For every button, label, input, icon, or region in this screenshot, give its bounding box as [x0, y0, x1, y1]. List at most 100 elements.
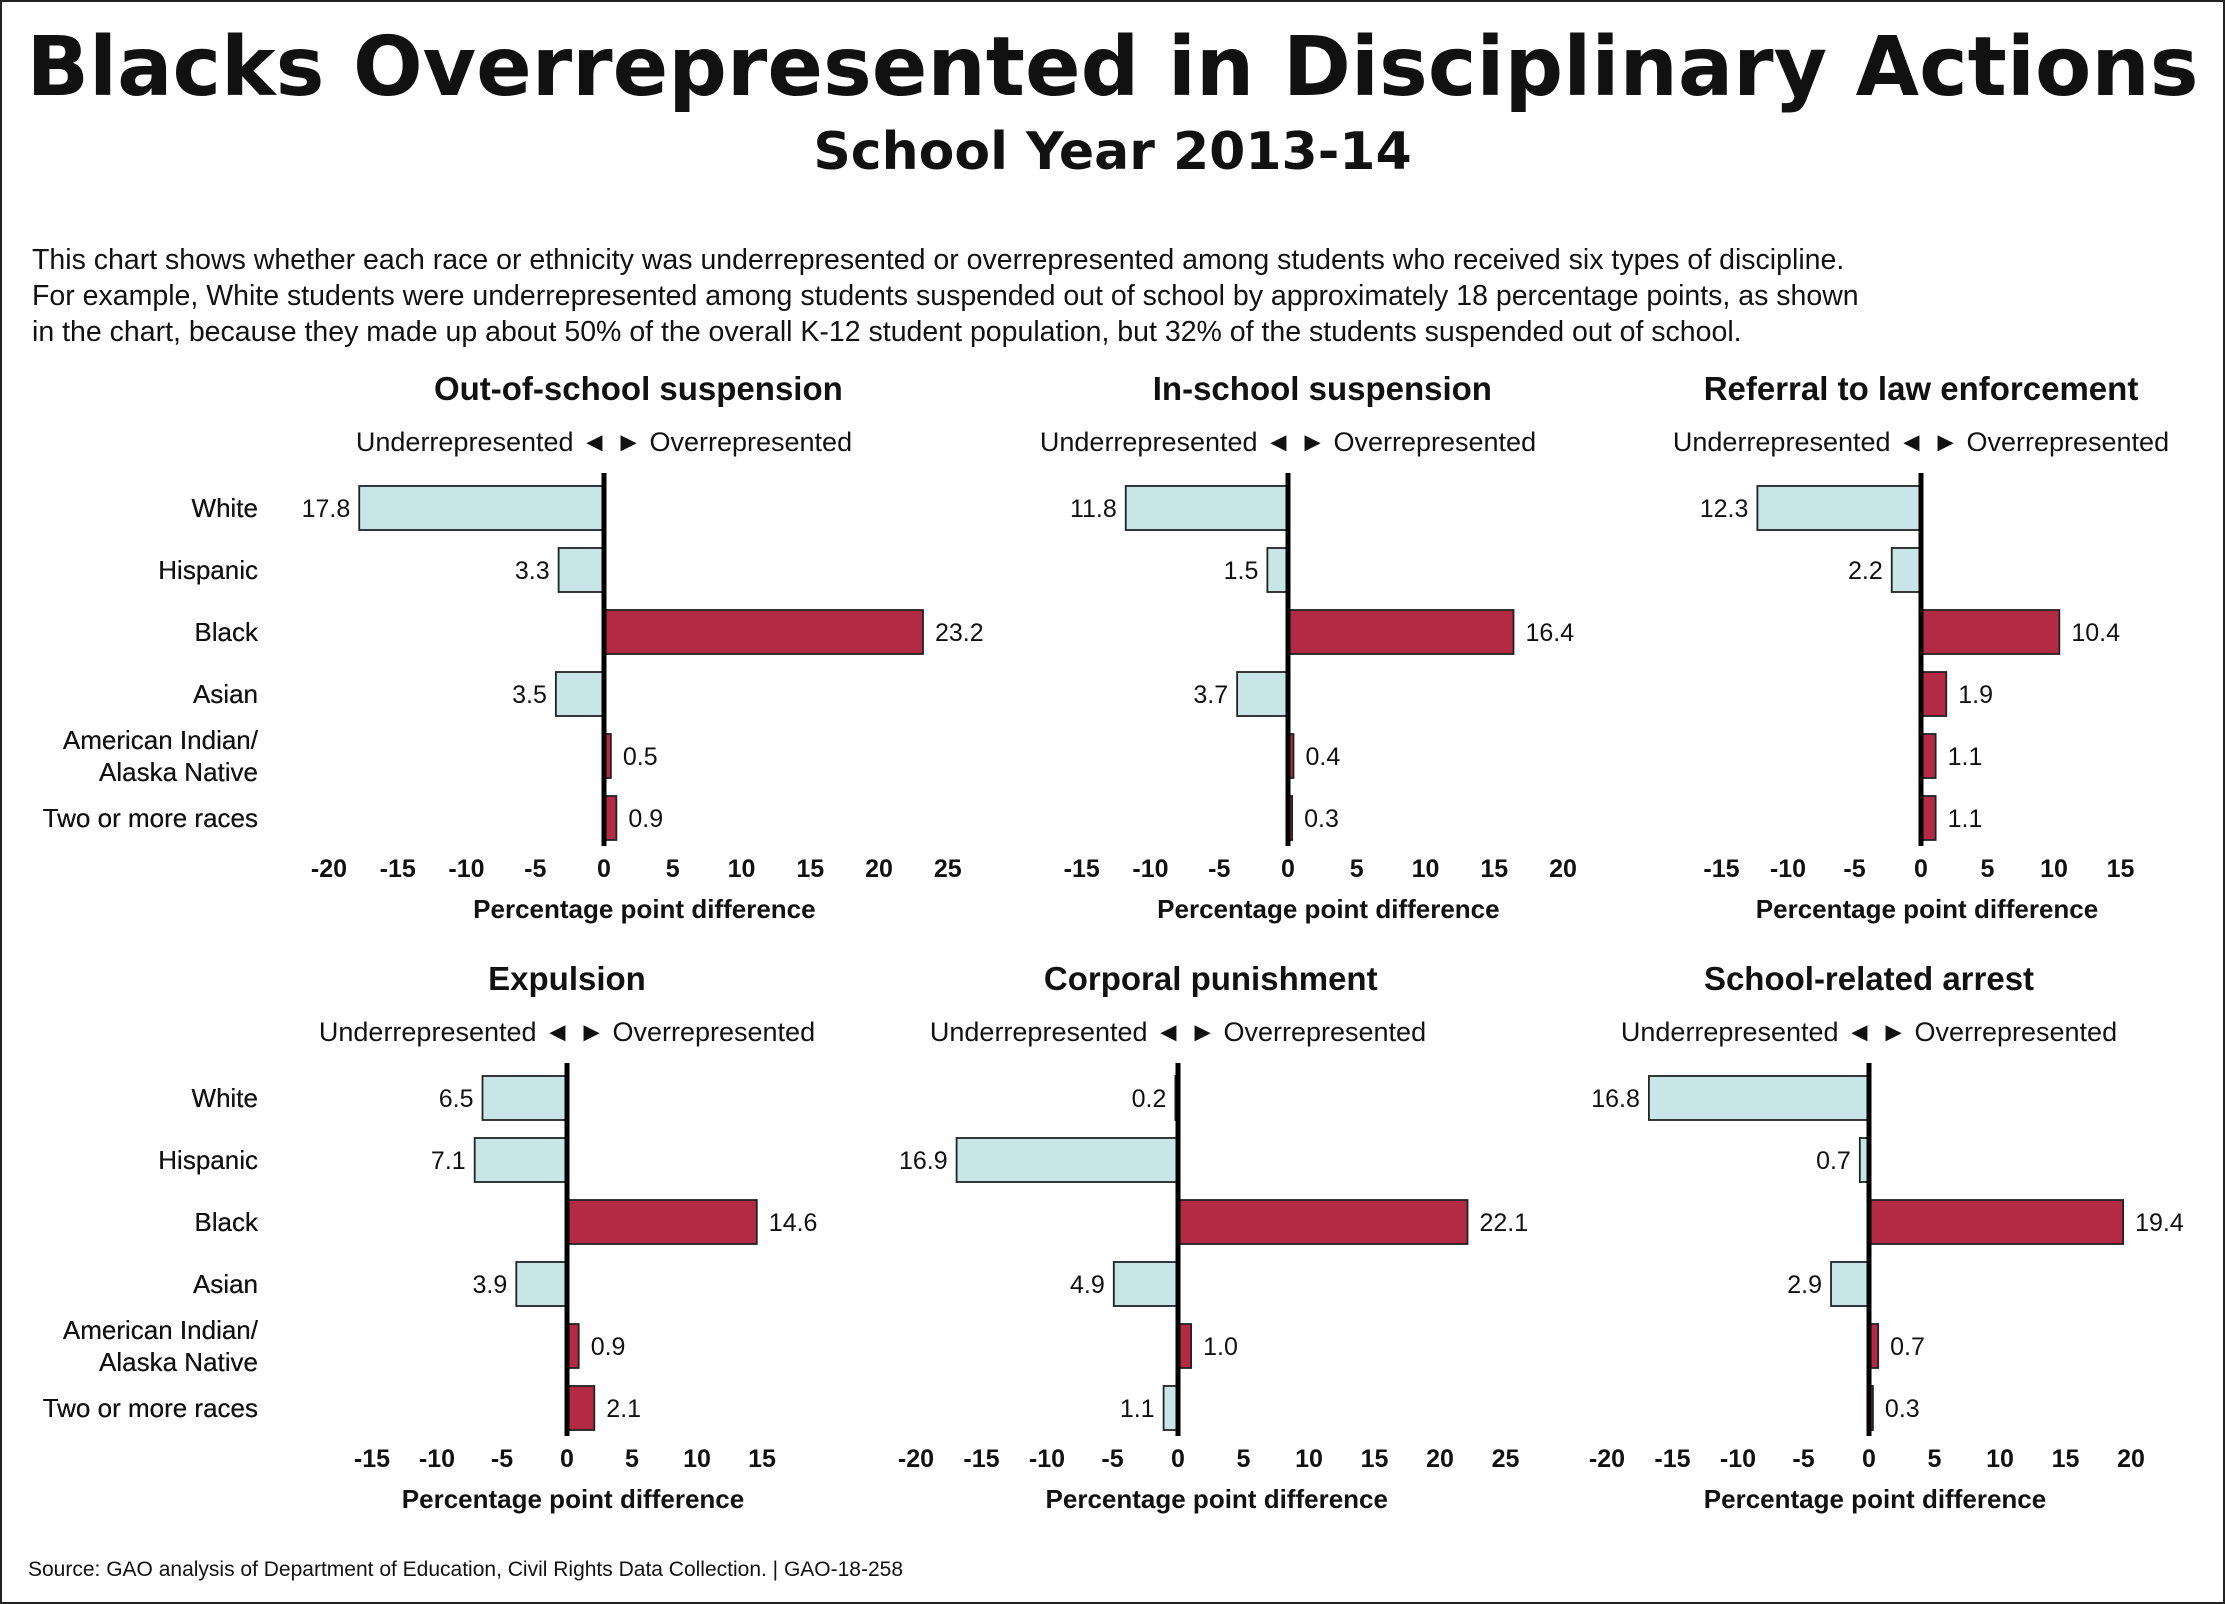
x-tick-label: 10	[1986, 1445, 2014, 1473]
x-tick-label: -15	[963, 1445, 999, 1473]
data-label: 7.1	[431, 1147, 466, 1175]
direction-label: Underrepresented ◄ ► Overrepresented	[356, 427, 852, 457]
x-axis-label: Percentage point difference	[1046, 1484, 1388, 1514]
x-tick-label: 5	[1237, 1445, 1251, 1473]
x-tick-label: 0	[597, 855, 611, 883]
x-tick-label: -5	[491, 1445, 513, 1473]
data-label: 1.1	[1948, 743, 1983, 771]
x-tick-label: -10	[448, 855, 484, 883]
direction-label: Underrepresented ◄ ► Overrepresented	[1673, 427, 2169, 457]
data-label: 1.9	[1958, 681, 1993, 709]
x-axis-label: Percentage point difference	[402, 1484, 744, 1514]
panel-title: In-school suspension	[1153, 370, 1492, 407]
data-label: 2.9	[1787, 1271, 1822, 1299]
x-tick-label: -5	[524, 855, 546, 883]
data-label: 0.3	[1304, 805, 1339, 833]
data-label: 23.2	[935, 619, 984, 647]
x-tick-label: -5	[1101, 1445, 1123, 1473]
x-tick-label: 5	[1981, 855, 1995, 883]
category-label: Two or more races	[43, 803, 258, 833]
x-tick-label: 0	[1281, 855, 1295, 883]
bar	[359, 486, 604, 530]
x-tick-label: -20	[1589, 1445, 1625, 1473]
x-axis-label: Percentage point difference	[1704, 1484, 2046, 1514]
category-label: Black	[194, 1207, 259, 1237]
category-label: White	[192, 1083, 258, 1113]
x-tick-label: -10	[1132, 855, 1168, 883]
category-label: Hispanic	[158, 555, 258, 585]
x-tick-label: 5	[1928, 1445, 1942, 1473]
data-label: 12.3	[1700, 495, 1749, 523]
data-label: 22.1	[1480, 1209, 1529, 1237]
bar	[1921, 610, 2059, 654]
category-label: Alaska Native	[99, 757, 258, 787]
data-label: 1.0	[1203, 1333, 1238, 1361]
x-tick-label: -15	[1064, 855, 1100, 883]
data-label: 1.5	[1224, 557, 1259, 585]
panel-title: Corporal punishment	[1044, 960, 1378, 997]
data-label: 10.4	[2071, 619, 2120, 647]
data-label: 0.3	[1885, 1395, 1920, 1423]
bar	[1237, 672, 1288, 716]
x-tick-label: 15	[1361, 1445, 1389, 1473]
data-label: 3.3	[515, 557, 550, 585]
category-label: Alaska Native	[99, 1347, 258, 1377]
bar	[556, 672, 604, 716]
bar	[1114, 1262, 1178, 1306]
x-tick-label: 5	[625, 1445, 639, 1473]
x-axis-label: Percentage point difference	[473, 894, 815, 924]
category-label: American Indian/	[63, 725, 259, 755]
x-tick-label: -20	[898, 1445, 934, 1473]
data-label: 0.4	[1306, 743, 1341, 771]
data-label: 3.5	[512, 681, 547, 709]
bar	[559, 548, 604, 592]
data-label: 0.5	[623, 743, 658, 771]
x-tick-label: 15	[796, 855, 824, 883]
x-tick-label: 15	[2052, 1445, 2080, 1473]
data-label: 0.2	[1132, 1085, 1167, 1113]
data-label: 2.2	[1848, 557, 1883, 585]
x-tick-label: 5	[1350, 855, 1364, 883]
x-tick-label: 25	[934, 855, 962, 883]
data-label: 3.7	[1193, 681, 1228, 709]
bar	[1267, 548, 1288, 592]
panel-title: School-related arrest	[1704, 960, 2034, 997]
data-label: 4.9	[1070, 1271, 1105, 1299]
x-tick-label: -15	[1703, 855, 1739, 883]
bar	[1831, 1262, 1869, 1306]
direction-label: Underrepresented ◄ ► Overrepresented	[1621, 1017, 2117, 1047]
x-tick-label: -10	[1720, 1445, 1756, 1473]
x-tick-label: 10	[1295, 1445, 1323, 1473]
x-tick-label: -10	[1029, 1445, 1065, 1473]
data-label: 16.9	[899, 1147, 948, 1175]
direction-label: Underrepresented ◄ ► Overrepresented	[319, 1017, 815, 1047]
category-label: Asian	[193, 1269, 258, 1299]
direction-label: Underrepresented ◄ ► Overrepresented	[1040, 427, 1536, 457]
data-label: 14.6	[769, 1209, 818, 1237]
x-tick-label: -15	[1654, 1445, 1690, 1473]
x-tick-label: 15	[748, 1445, 776, 1473]
data-label: 17.8	[302, 495, 351, 523]
x-tick-label: 10	[2040, 855, 2068, 883]
x-tick-label: -20	[311, 855, 347, 883]
category-label: American Indian/	[63, 1315, 259, 1345]
category-label: Asian	[193, 679, 258, 709]
bar	[1288, 610, 1514, 654]
x-tick-label: -10	[1770, 855, 1806, 883]
x-tick-label: -10	[419, 1445, 455, 1473]
category-label: Hispanic	[158, 1145, 258, 1175]
charts-canvas: Out-of-school suspensionUnderrepresented…	[0, 0, 2225, 1604]
bar	[567, 1200, 757, 1244]
panel-title: Referral to law enforcement	[1704, 370, 2139, 407]
data-label: 1.1	[1948, 805, 1983, 833]
data-label: 3.9	[473, 1271, 508, 1299]
data-label: 6.5	[439, 1085, 474, 1113]
direction-label: Underrepresented ◄ ► Overrepresented	[930, 1017, 1426, 1047]
data-label: 19.4	[2135, 1209, 2184, 1237]
x-tick-label: -5	[1208, 855, 1230, 883]
category-label: White	[192, 493, 258, 523]
bar	[475, 1138, 567, 1182]
chart-panel: Out-of-school suspensionUnderrepresented…	[43, 370, 984, 924]
chart-panel: Expulsion Underrepresented ◄ ► Overrepres…	[43, 960, 818, 1514]
x-tick-label: -5	[1843, 855, 1865, 883]
